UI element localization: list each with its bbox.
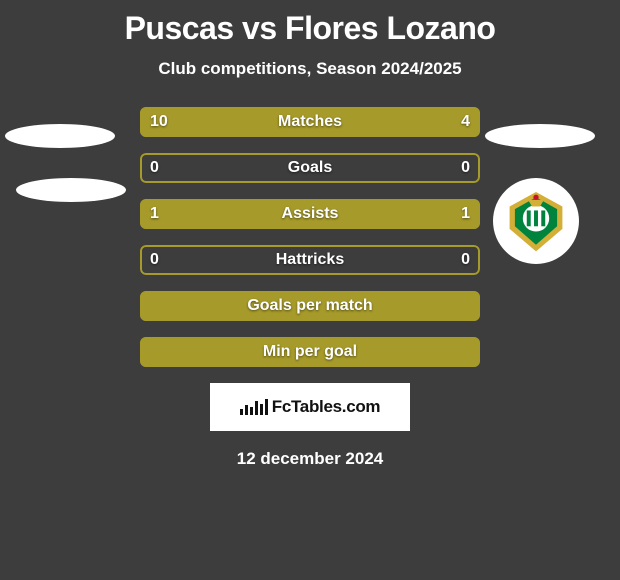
stat-row: Goals per match [140, 291, 480, 321]
stat-row: Min per goal [140, 337, 480, 367]
stat-label: Assists [140, 199, 480, 229]
club-crest-icon [503, 188, 569, 254]
brand-text: FcTables.com [272, 397, 381, 417]
brand-logo: FcTables.com [210, 383, 410, 431]
brand-bars-icon [240, 399, 268, 415]
stat-label: Matches [140, 107, 480, 137]
stat-row: 104Matches [140, 107, 480, 137]
stat-label: Goals per match [140, 291, 480, 321]
stat-row: 11Assists [140, 199, 480, 229]
player-left-ellipse-2 [16, 178, 126, 202]
date-label: 12 december 2024 [0, 449, 620, 469]
stat-label: Goals [140, 153, 480, 183]
club-crest [493, 178, 579, 264]
player-right-ellipse [485, 124, 595, 148]
stat-row: 00Goals [140, 153, 480, 183]
stat-row: 00Hattricks [140, 245, 480, 275]
page-title: Puscas vs Flores Lozano [0, 0, 620, 47]
stat-label: Min per goal [140, 337, 480, 367]
stat-label: Hattricks [140, 245, 480, 275]
player-left-ellipse-1 [5, 124, 115, 148]
page-subtitle: Club competitions, Season 2024/2025 [0, 59, 620, 79]
